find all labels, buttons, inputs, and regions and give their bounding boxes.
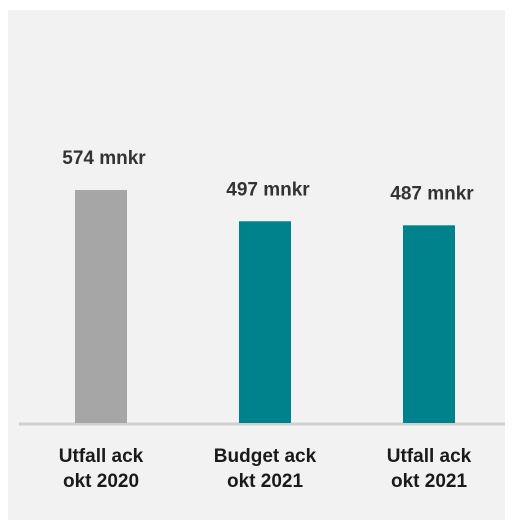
category-label-line: Utfall ack (387, 446, 472, 467)
category-label-line: okt 2020 (63, 471, 139, 492)
category-label-2: Budget ack okt 2021 (214, 446, 317, 492)
category-label-line: okt 2021 (391, 471, 467, 492)
category-label-line: Utfall ack (59, 446, 144, 467)
data-label-2: 497 mnkr (226, 179, 310, 200)
category-label-3: Utfall ack okt 2021 (387, 446, 472, 492)
category-label-1: Utfall ack okt 2020 (59, 446, 144, 492)
category-label-line: okt 2021 (227, 471, 303, 492)
data-label-1: 574 mnkr (62, 148, 146, 169)
category-label-line: Budget ack (214, 446, 317, 467)
data-label-3: 487 mnkr (390, 183, 474, 204)
bar-2 (239, 221, 291, 423)
bar-1 (75, 190, 127, 423)
bar-3 (403, 225, 455, 423)
